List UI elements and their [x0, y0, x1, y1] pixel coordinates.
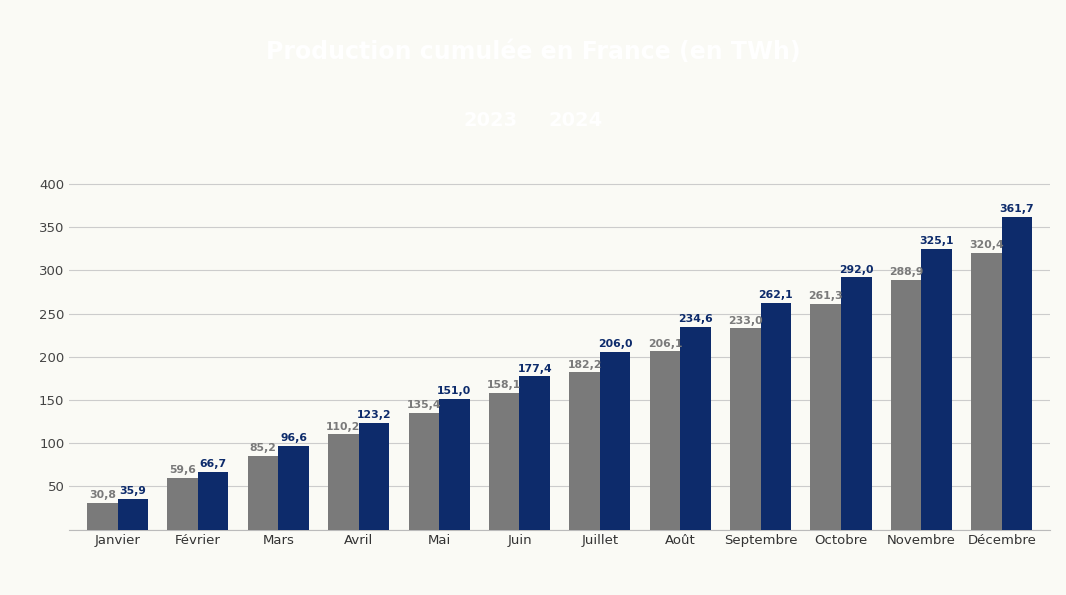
- Text: 325,1: 325,1: [919, 236, 954, 246]
- Text: 292,0: 292,0: [839, 265, 873, 275]
- Text: 123,2: 123,2: [357, 411, 391, 421]
- Text: 66,7: 66,7: [199, 459, 227, 469]
- Text: 110,2: 110,2: [326, 422, 360, 432]
- Text: 59,6: 59,6: [169, 465, 196, 475]
- Bar: [358, 423, 389, 530]
- Bar: [761, 303, 791, 530]
- Bar: [921, 249, 952, 530]
- Bar: [489, 393, 519, 530]
- Text: 158,1: 158,1: [487, 380, 521, 390]
- Text: 206,0: 206,0: [598, 339, 632, 349]
- Text: 151,0: 151,0: [437, 387, 471, 396]
- Bar: [439, 399, 470, 530]
- Text: 2024: 2024: [549, 111, 602, 130]
- Text: 206,1: 206,1: [648, 339, 682, 349]
- Text: 2023: 2023: [464, 111, 517, 130]
- Text: 85,2: 85,2: [249, 443, 276, 453]
- Text: 233,0: 233,0: [728, 315, 762, 325]
- Bar: [649, 352, 680, 530]
- Text: 30,8: 30,8: [88, 490, 116, 500]
- Text: 262,1: 262,1: [759, 290, 793, 300]
- Bar: [680, 327, 711, 530]
- Bar: [167, 478, 198, 530]
- Text: 135,4: 135,4: [406, 400, 441, 410]
- Text: 288,9: 288,9: [889, 267, 923, 277]
- Text: Production cumulée en France (en TWh): Production cumulée en France (en TWh): [265, 40, 801, 64]
- Bar: [519, 376, 550, 530]
- Text: 361,7: 361,7: [1000, 205, 1034, 214]
- Bar: [198, 472, 228, 530]
- Text: 234,6: 234,6: [678, 314, 713, 324]
- Text: 182,2: 182,2: [567, 359, 602, 369]
- Text: 35,9: 35,9: [119, 486, 146, 496]
- Bar: [278, 446, 309, 530]
- Text: 320,4: 320,4: [969, 240, 1004, 250]
- Bar: [1002, 217, 1032, 530]
- Bar: [569, 372, 600, 530]
- Bar: [408, 412, 439, 530]
- Bar: [328, 434, 358, 530]
- Bar: [841, 277, 872, 530]
- Bar: [87, 503, 117, 530]
- Text: 261,3: 261,3: [808, 291, 843, 301]
- Bar: [891, 280, 921, 530]
- Bar: [971, 253, 1002, 530]
- Bar: [247, 456, 278, 530]
- Bar: [600, 352, 630, 530]
- Bar: [730, 328, 761, 530]
- Text: 96,6: 96,6: [280, 434, 307, 443]
- Bar: [810, 303, 841, 530]
- Text: 177,4: 177,4: [517, 364, 552, 374]
- Bar: [117, 499, 148, 530]
